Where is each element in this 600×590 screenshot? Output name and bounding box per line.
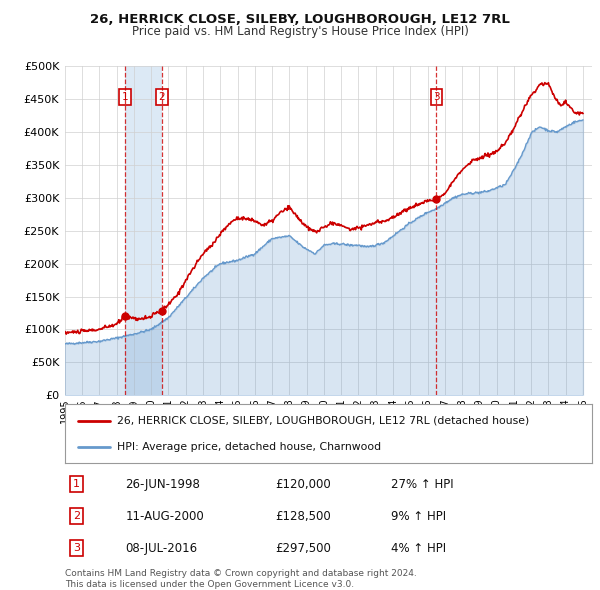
Text: £128,500: £128,500 [275,510,331,523]
Text: Price paid vs. HM Land Registry's House Price Index (HPI): Price paid vs. HM Land Registry's House … [131,25,469,38]
Text: 2: 2 [73,512,80,521]
Text: 26-JUN-1998: 26-JUN-1998 [125,478,200,491]
Text: 11-AUG-2000: 11-AUG-2000 [125,510,204,523]
Text: £120,000: £120,000 [275,478,331,491]
Text: 1: 1 [73,479,80,489]
Text: 08-JUL-2016: 08-JUL-2016 [125,542,197,555]
Text: 3: 3 [433,92,440,102]
Text: 26, HERRICK CLOSE, SILEBY, LOUGHBOROUGH, LE12 7RL: 26, HERRICK CLOSE, SILEBY, LOUGHBOROUGH,… [90,13,510,26]
Text: 9% ↑ HPI: 9% ↑ HPI [391,510,446,523]
Text: 4% ↑ HPI: 4% ↑ HPI [391,542,446,555]
Text: £297,500: £297,500 [275,542,331,555]
Text: 3: 3 [73,543,80,553]
Text: 2: 2 [158,92,165,102]
Text: 26, HERRICK CLOSE, SILEBY, LOUGHBOROUGH, LE12 7RL (detached house): 26, HERRICK CLOSE, SILEBY, LOUGHBOROUGH,… [118,416,530,425]
Text: HPI: Average price, detached house, Charnwood: HPI: Average price, detached house, Char… [118,442,382,451]
Text: 1: 1 [122,92,128,102]
Text: 27% ↑ HPI: 27% ↑ HPI [391,478,454,491]
Bar [125,66,161,395]
Text: Contains HM Land Registry data © Crown copyright and database right 2024.
This d: Contains HM Land Registry data © Crown c… [65,569,416,589]
